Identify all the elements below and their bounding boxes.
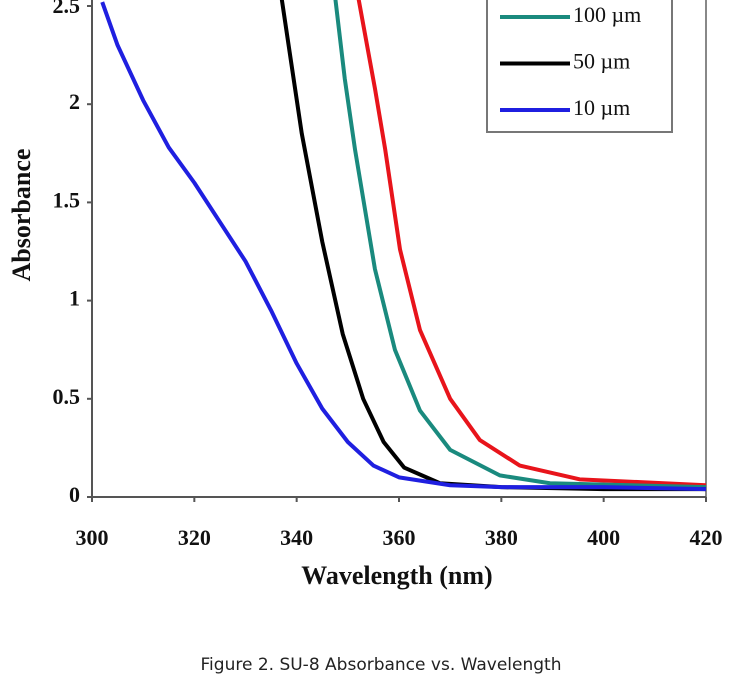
x-tick-label: 360 — [383, 525, 416, 550]
x-axis-label: Wavelength (nm) — [301, 561, 492, 590]
series-line — [356, 0, 706, 488]
y-tick-label: 0.5 — [53, 384, 81, 409]
caption: Figure 2. SU-8 Absorbance vs. Wavelength — [201, 655, 562, 675]
x-tick-label: 320 — [178, 525, 211, 550]
x-tick-label: 420 — [690, 525, 723, 550]
legend-label: 50 µm — [573, 49, 630, 74]
legend-label: 10 µm — [573, 95, 630, 120]
y-tick-label: 2.5 — [53, 0, 81, 18]
y-tick-label: 2 — [69, 89, 80, 114]
x-tick-label: 380 — [485, 525, 518, 550]
y-tick-label: 1 — [69, 286, 80, 311]
y-tick-label: 1.5 — [53, 187, 81, 212]
x-tick-label: 300 — [76, 525, 109, 550]
legend-label: 100 µm — [573, 2, 641, 27]
y-tick-label: 0 — [69, 482, 80, 507]
plot-area — [100, 0, 706, 492]
series-line — [100, 1, 706, 492]
x-tick-label: 340 — [280, 525, 313, 550]
y-axis-label: Absorbance — [7, 149, 36, 282]
series-line — [333, 0, 706, 490]
x-tick-label: 400 — [587, 525, 620, 550]
